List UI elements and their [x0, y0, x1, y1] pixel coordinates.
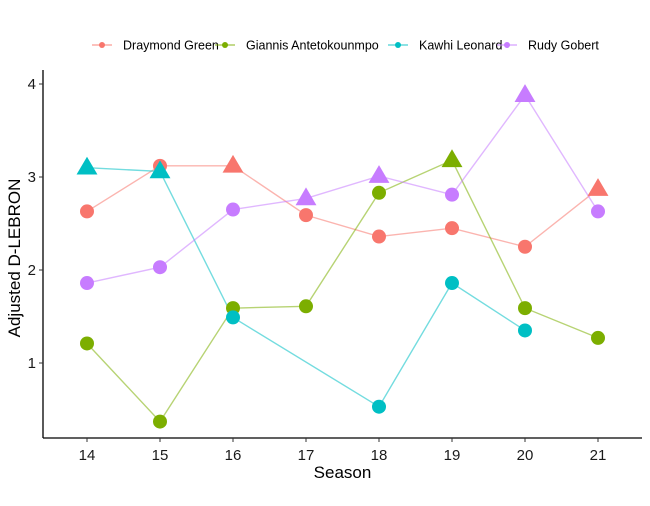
legend-label: Rudy Gobert [528, 39, 599, 53]
x-tick-label: 19 [444, 447, 461, 464]
data-point-circle-giannis-antetokounmpo [153, 414, 167, 429]
legend-key-point [99, 42, 105, 48]
data-point-triangle-rudy-gobert [295, 187, 317, 206]
y-axis-title: Adjusted D-LEBRON [5, 179, 24, 338]
series-line-rudy-gobert [86, 93, 599, 284]
data-point-circle-draymond-green [372, 229, 386, 244]
legend-label: Kawhi Leonard [419, 39, 502, 53]
legend-label: Draymond Green [123, 39, 219, 53]
y-tick-label: 1 [28, 355, 36, 372]
legend-key-point [222, 42, 228, 48]
data-point-circle-giannis-antetokounmpo [372, 185, 386, 200]
data-point-triangle-kawhi-leonard [149, 160, 171, 179]
y-tick-label: 2 [28, 262, 36, 279]
data-point-circle-draymond-green [445, 221, 459, 236]
y-tick-label: 3 [28, 169, 36, 186]
legend-key-point [504, 42, 510, 48]
data-point-circle-giannis-antetokounmpo [518, 301, 532, 316]
data-point-circle-draymond-green [518, 239, 532, 254]
series-line-giannis-antetokounmpo [86, 159, 599, 423]
data-point-circle-giannis-antetokounmpo [80, 336, 94, 351]
legend-item-rudy-gobert: Rudy Gobert [497, 39, 599, 53]
data-point-circle-draymond-green [80, 204, 94, 219]
legend: Draymond Green Giannis Antetokounmpo Kawhi… [92, 39, 599, 53]
data-point-circle-rudy-gobert [226, 202, 240, 217]
legend-label: Giannis Antetokounmpo [246, 39, 379, 53]
data-point-circle-giannis-antetokounmpo [299, 299, 313, 314]
data-point-circle-draymond-green [299, 208, 313, 223]
series-line-draymond-green [86, 165, 599, 248]
legend-item-giannis-antetokounmpo: Giannis Antetokounmpo [215, 39, 379, 53]
legend-item-kawhi-leonard: Kawhi Leonard [388, 39, 502, 53]
data-point-circle-kawhi-leonard [372, 399, 386, 414]
data-point-circle-rudy-gobert [591, 204, 605, 219]
data-point-circle-rudy-gobert [445, 187, 459, 202]
data-point-triangle-rudy-gobert [514, 84, 536, 102]
x-ticks: 14 15 16 17 18 19 20 21 [79, 438, 607, 464]
x-tick-label: 17 [298, 447, 315, 464]
x-tick-label: 15 [152, 447, 169, 464]
data-point-triangle-kawhi-leonard [76, 156, 98, 175]
data-point-triangle-rudy-gobert [368, 165, 390, 183]
series-markers [76, 84, 609, 429]
x-tick-label: 20 [517, 447, 534, 464]
data-point-circle-kawhi-leonard [445, 276, 459, 291]
legend-item-draymond-green: Draymond Green [92, 39, 219, 53]
legend-key-point [395, 42, 401, 48]
series-line-kawhi-leonard [86, 167, 526, 408]
x-axis-title: Season [314, 463, 372, 482]
x-tick-label: 18 [371, 447, 388, 464]
data-point-circle-rudy-gobert [153, 260, 167, 275]
axes: 1 2 3 4 14 15 16 17 18 19 20 21 Season Adjusted D-… [5, 70, 642, 482]
x-tick-label: 16 [225, 447, 242, 464]
data-point-circle-kawhi-leonard [226, 310, 240, 325]
y-ticks: 1 2 3 4 [28, 76, 43, 372]
series-lines [86, 93, 599, 423]
data-point-triangle-draymond-green [587, 178, 609, 196]
x-tick-label: 14 [79, 447, 96, 464]
data-point-circle-rudy-gobert [80, 276, 94, 291]
data-point-triangle-giannis-antetokounmpo [441, 149, 463, 168]
y-tick-label: 4 [28, 76, 36, 93]
x-tick-label: 21 [590, 447, 607, 464]
data-point-circle-kawhi-leonard [518, 323, 532, 338]
data-point-triangle-draymond-green [222, 154, 244, 173]
data-point-circle-giannis-antetokounmpo [591, 330, 605, 345]
